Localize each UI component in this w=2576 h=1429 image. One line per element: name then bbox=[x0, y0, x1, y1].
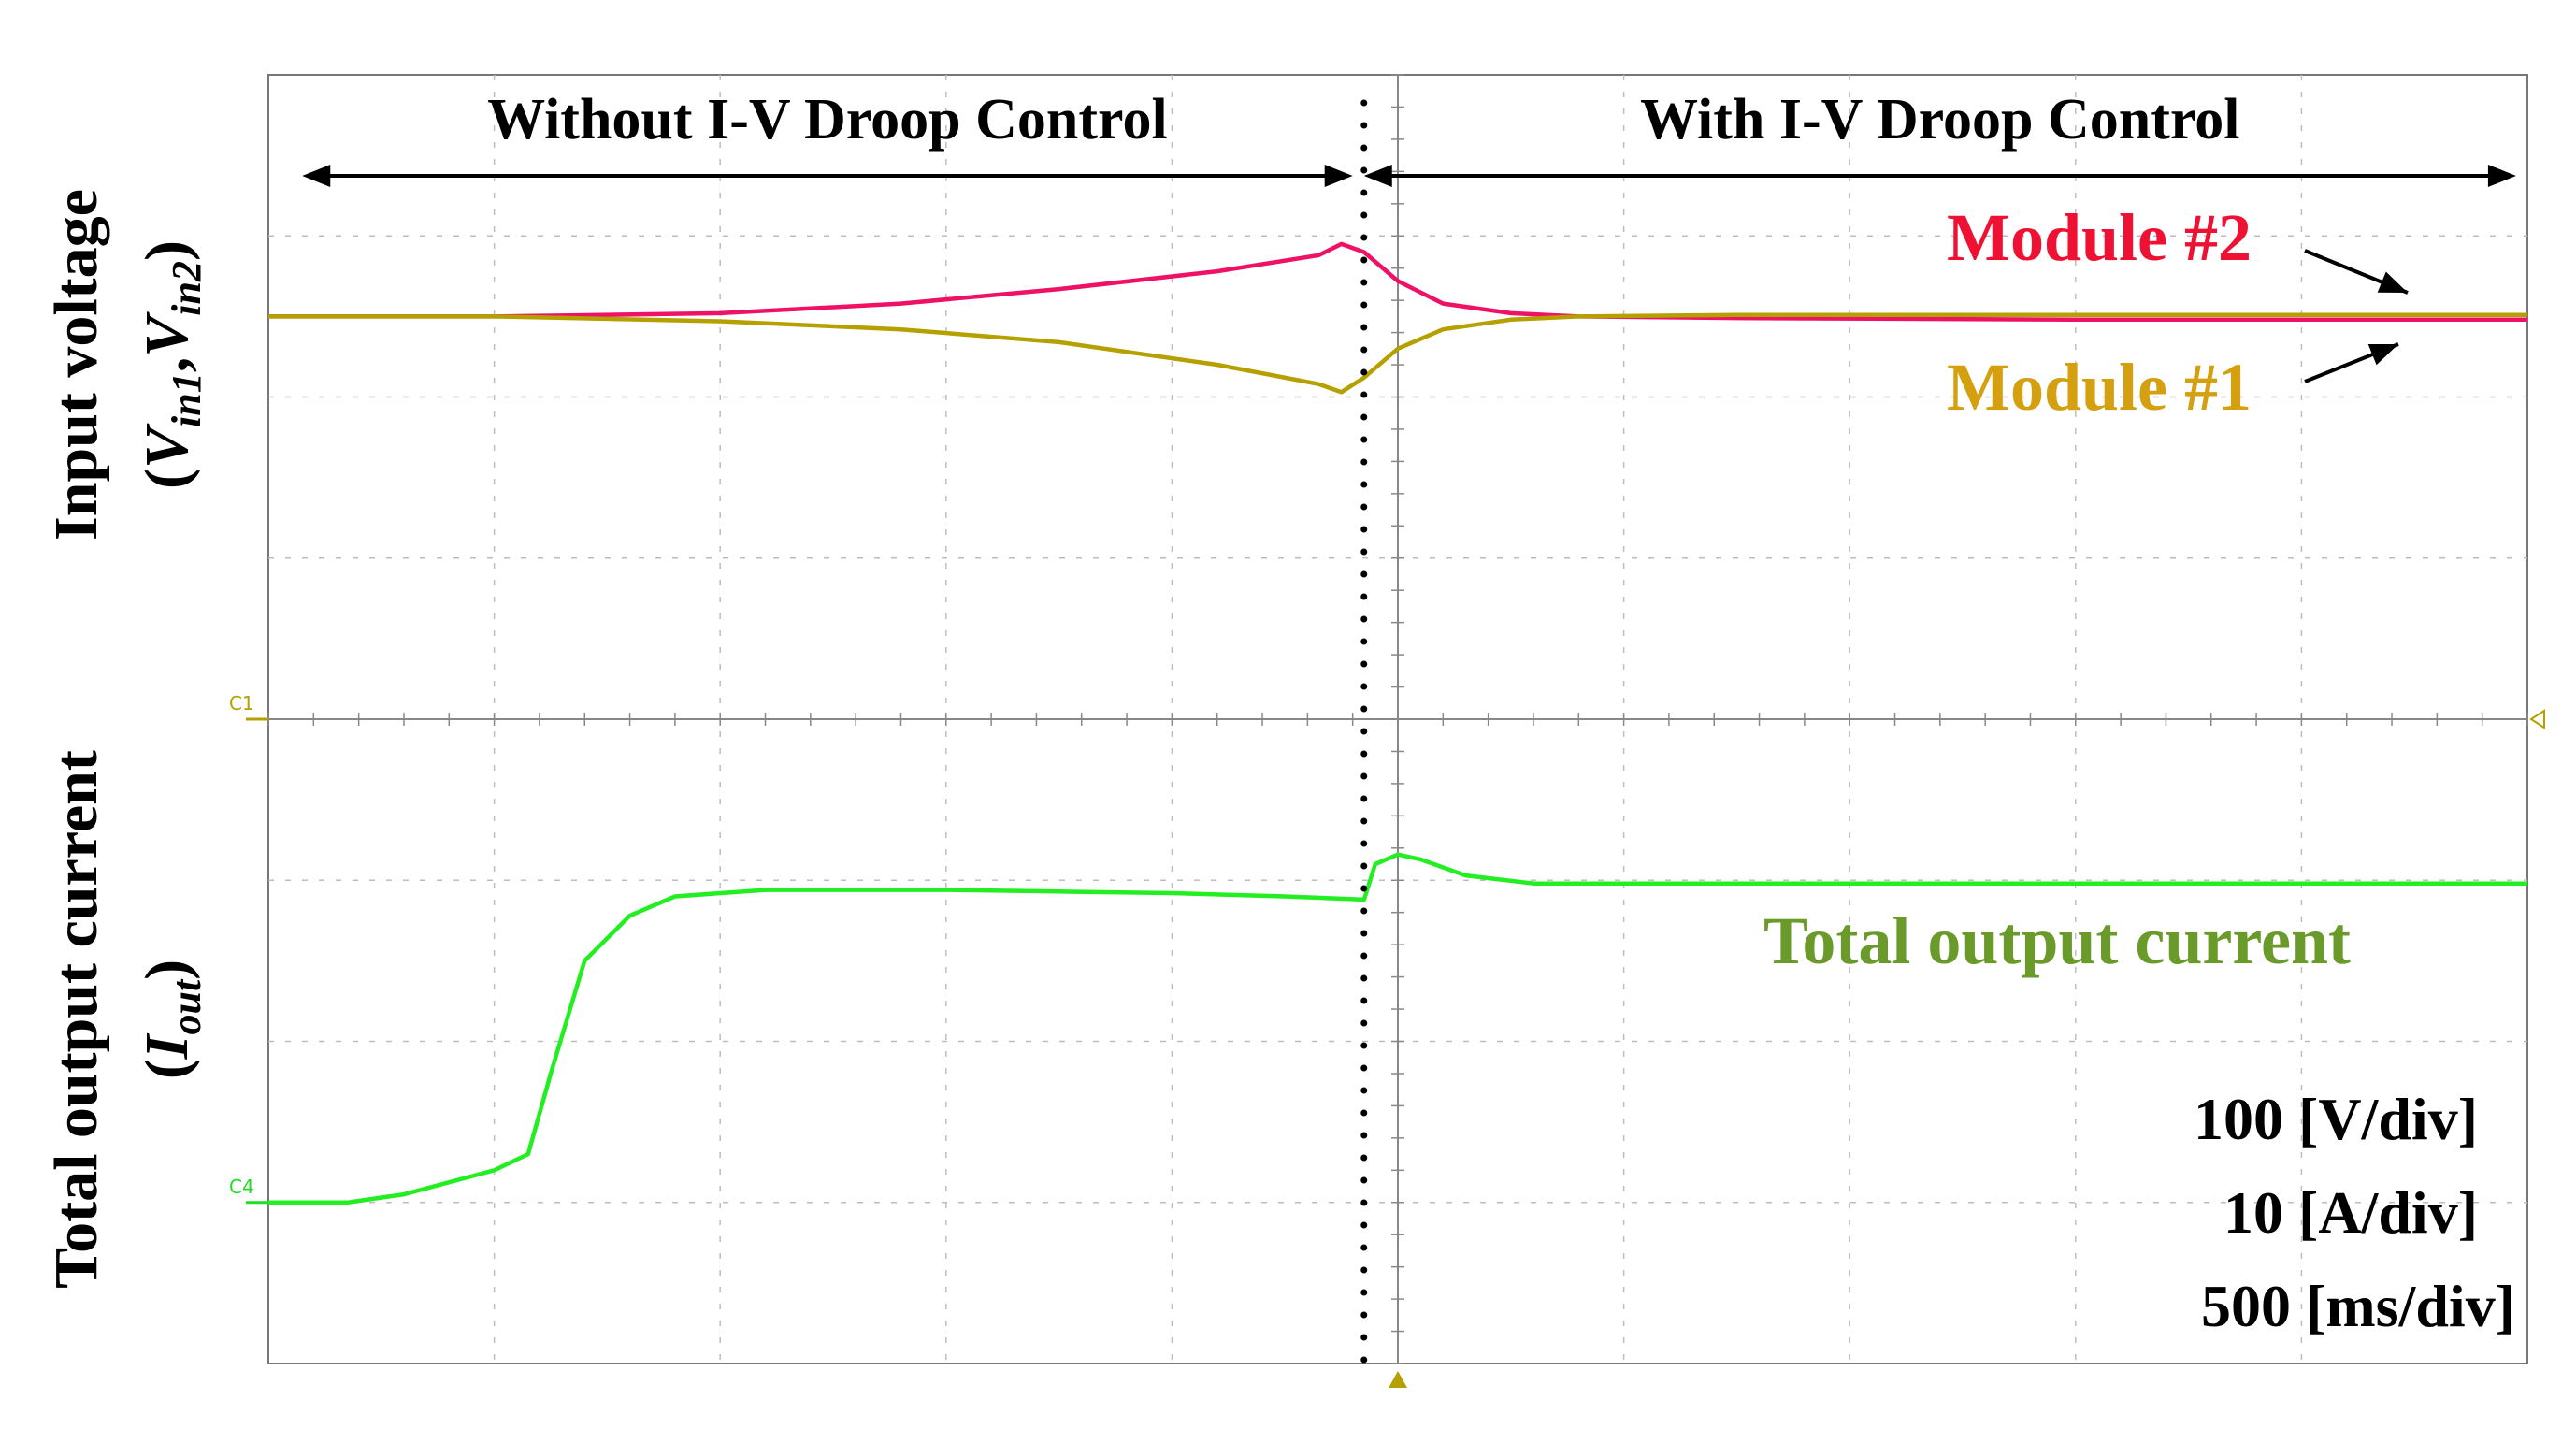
y-label-lower-open: ( bbox=[133, 1059, 201, 1079]
region-label-with: With I-V Droop Control bbox=[1640, 88, 2239, 152]
y-label-upper-sub2: in2 bbox=[164, 261, 209, 316]
y-label-lower-line2: (Iout) bbox=[133, 960, 209, 1079]
y-label-upper-close: ) bbox=[133, 240, 201, 261]
y-label-upper-line2: (Vin1,Vin2) bbox=[133, 240, 209, 489]
region-arrowhead-left bbox=[1363, 165, 1392, 187]
y-label-upper-v2: V bbox=[133, 311, 201, 357]
y-label-lower-sub: out bbox=[164, 978, 209, 1034]
channel-markers: C1 C4 bbox=[229, 692, 2545, 1388]
region-arrowhead-right bbox=[2487, 165, 2516, 187]
region-arrowhead-left bbox=[302, 165, 331, 187]
series-label-arrowhead bbox=[2377, 271, 2408, 293]
y-label-upper-sub1: in1 bbox=[164, 372, 209, 427]
series-label-arrowhead bbox=[2367, 344, 2398, 366]
trigger-time-marker bbox=[1389, 1371, 1407, 1388]
trace-total-output-current bbox=[268, 852, 2527, 1205]
region-label-without: Without I-V Droop Control bbox=[487, 88, 1167, 152]
scale-time-per-div: 500 [ms/div] bbox=[2201, 1273, 2515, 1339]
y-label-upper-comma: , bbox=[133, 357, 201, 373]
y-label-lower-close: ) bbox=[133, 960, 201, 980]
y-label-upper-open: ( bbox=[133, 469, 201, 489]
scale-volts-per-div: 100 [V/div] bbox=[2194, 1086, 2478, 1152]
trigger-level-marker bbox=[2529, 709, 2545, 729]
region-arrowhead-right bbox=[1324, 165, 1353, 187]
traces-layer bbox=[268, 241, 2527, 1205]
y-label-lower-line1: Total output current bbox=[42, 750, 110, 1289]
scale-amps-per-div: 10 [A/div] bbox=[2223, 1179, 2478, 1246]
y-label-lower-i: I bbox=[133, 1032, 201, 1060]
trace-module-1 bbox=[268, 312, 2527, 395]
series-label-module-2: Module #2 bbox=[1947, 200, 2252, 275]
annotations-layer: Without I-V Droop Control With I-V Droop … bbox=[302, 88, 2516, 1372]
channel-marker-c4: C4 bbox=[229, 1176, 254, 1198]
series-label-total-output-current: Total output current bbox=[1763, 903, 2351, 978]
channel-marker-c1: C1 bbox=[229, 692, 254, 714]
y-label-upper-v1: V bbox=[133, 423, 201, 469]
series-label-module-1: Module #1 bbox=[1947, 350, 2252, 425]
y-label-upper-line1: Input voltage bbox=[42, 189, 110, 541]
